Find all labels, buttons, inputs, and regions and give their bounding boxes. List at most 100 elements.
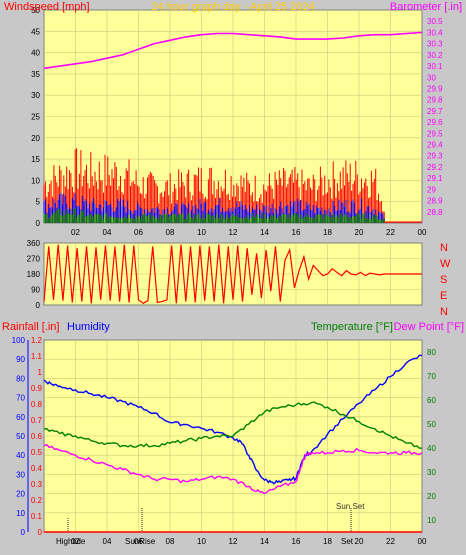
time-tick: 16 — [292, 228, 301, 237]
barometer-tick: 29.3 — [427, 152, 443, 161]
time-tick: 12 — [229, 537, 238, 546]
time-tick: 00 — [418, 228, 427, 237]
barometer-tick: 28.9 — [427, 197, 443, 206]
temperature-tick: 70 — [427, 372, 436, 381]
barometer-tick: 30.5 — [427, 17, 443, 26]
barometer-tick: 29.2 — [427, 163, 443, 172]
barometer-tick: 30.1 — [427, 62, 443, 71]
time-tick: 04 — [103, 537, 112, 546]
direction-tick: 360 — [27, 239, 41, 248]
windspeed-tick: 0 — [36, 219, 41, 228]
barometer-tick: 30.2 — [427, 51, 443, 60]
barometer-tick: 29.5 — [427, 129, 443, 138]
humidity-tick: 40 — [16, 451, 25, 460]
set-annotation: Set — [341, 537, 354, 546]
temperature-tick: 80 — [427, 348, 436, 357]
rainfall-tick: 0.9 — [31, 384, 43, 393]
barometer-tick: 30 — [427, 73, 436, 82]
time-tick: 14 — [260, 228, 269, 237]
barometer-tick: 29.4 — [427, 141, 443, 150]
humidity-tick: 60 — [16, 413, 25, 422]
compass-label: S — [440, 274, 447, 286]
compass-label: W — [440, 258, 451, 270]
dewpoint-series — [43, 443, 423, 495]
graph-title: 24 hour graph day - April 25 2024 — [151, 1, 314, 13]
temperature-tick: 10 — [427, 516, 436, 525]
rainfall-label: Rainfall [.in] — [2, 321, 59, 333]
climate-series — [43, 354, 423, 533]
humidity-axis: 0 10 20 30 40 50 60 70 80 90 100 — [12, 336, 26, 537]
time-tick: 10 — [197, 228, 206, 237]
time-tick: 16 — [292, 537, 301, 546]
windspeed-tick: 25 — [31, 113, 40, 122]
humidity-tick: 70 — [16, 394, 25, 403]
dewpoint-label: Dew Point [°F] — [394, 321, 464, 333]
rainfall-tick: 0.8 — [31, 400, 43, 409]
barometer-tick: 29.6 — [427, 118, 443, 127]
rainfall-tick: 1.1 — [31, 352, 43, 361]
compass-label: N — [440, 242, 448, 254]
rainfall-tick: 0.7 — [31, 416, 43, 425]
sunrise-annotation: SunRise — [125, 537, 156, 546]
barometer-tick: 30.3 — [427, 40, 443, 49]
windspeed-tick: 50 — [31, 6, 40, 15]
barometer-tick: 29.1 — [427, 174, 443, 183]
rainfall-tick: 1 — [38, 368, 43, 377]
time-tick: 08 — [166, 537, 175, 546]
compass-label: E — [440, 290, 447, 302]
time-tick: 14 — [260, 537, 269, 546]
direction-axis: 0 90 180 270 360 — [27, 239, 41, 310]
direction-tick: 90 — [31, 286, 40, 295]
climate-time-axis: 02 04 06 08 10 12 14 16 18 20 22 00 — [71, 537, 427, 546]
rainfall-tick: 0.4 — [31, 464, 43, 473]
temperature-tick: 30 — [427, 468, 436, 477]
time-tick: 22 — [386, 537, 395, 546]
time-tick: 12 — [229, 228, 238, 237]
rainfall-tick: 0.2 — [31, 496, 43, 505]
rainfall-tick: 0 — [38, 528, 43, 537]
windspeed-tick: 20 — [31, 134, 40, 143]
hightide-annotation: Hightide — [56, 537, 86, 546]
barometer-tick: 29 — [427, 185, 436, 194]
barometer-tick: 29.8 — [427, 96, 443, 105]
windspeed-tick: 30 — [31, 91, 40, 100]
humidity-tick: 80 — [16, 374, 25, 383]
humidity-tick: 20 — [16, 490, 25, 499]
direction-tick: 180 — [27, 270, 41, 279]
direction-series — [43, 244, 422, 305]
time-tick: 02 — [71, 537, 80, 546]
temperature-series — [43, 401, 423, 449]
rainfall-tick: 1.2 — [31, 336, 43, 345]
time-tick: 10 — [197, 537, 206, 546]
time-tick: 06 — [134, 537, 143, 546]
barometer-tick: 30.4 — [427, 28, 443, 37]
time-tick: 20 — [355, 537, 364, 546]
temperature-label: Temperature [°F] — [311, 321, 393, 333]
windspeed-tick: 35 — [31, 70, 40, 79]
compass-label: N — [440, 306, 448, 318]
rainfall-tick: 0.6 — [31, 432, 43, 441]
time-tick: 06 — [134, 228, 143, 237]
temperature-tick: 20 — [427, 492, 436, 501]
direction-tick: 0 — [36, 301, 41, 310]
barometer-series — [43, 31, 423, 70]
rainfall-tick: 0.1 — [31, 512, 43, 521]
windspeed-axis: 0 5 10 15 20 25 30 35 40 45 50 — [31, 6, 40, 228]
barometer-tick: 29.9 — [427, 84, 443, 93]
humidity-tick: 10 — [16, 509, 25, 518]
time-tick: 18 — [323, 228, 332, 237]
windspeed-tick: 5 — [36, 198, 41, 207]
time-tick: 08 — [166, 228, 175, 237]
windspeed-tick: 15 — [31, 155, 40, 164]
direction-tick: 270 — [27, 255, 41, 264]
humidity-tick: 30 — [16, 470, 25, 479]
barometer-tick: 28.8 — [427, 208, 443, 217]
time-tick: 18 — [323, 537, 332, 546]
windspeed-tick: 10 — [31, 176, 40, 185]
sunset-annotation: Sun Set — [336, 502, 365, 511]
wind_low-series — [43, 208, 385, 223]
humidity-tick: 90 — [16, 355, 25, 364]
wind-time-axis: 02 04 06 08 10 12 14 16 18 20 22 00 — [71, 228, 427, 237]
